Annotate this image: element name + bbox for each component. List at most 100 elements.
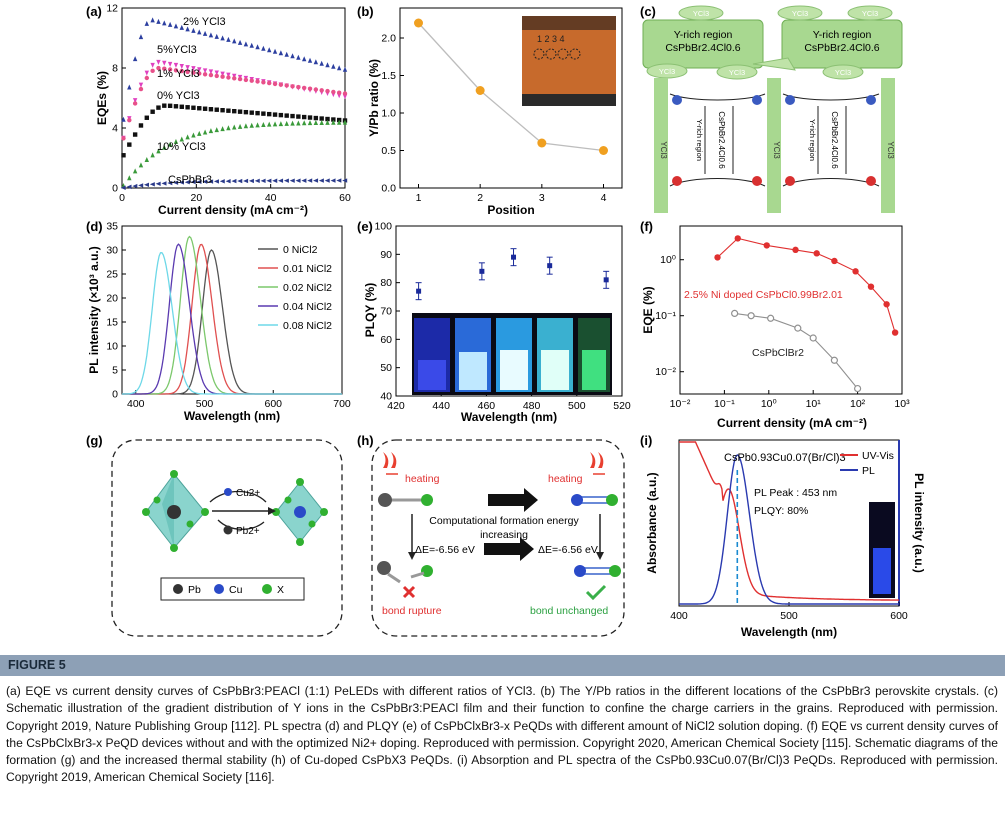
a-point-5-12 xyxy=(190,179,196,185)
figure-label-bar: FIGURE 5 xyxy=(0,655,1005,676)
b-xtick-2: 3 xyxy=(539,192,545,204)
e-ytick-5: 90 xyxy=(380,249,392,261)
a-point-0-19 xyxy=(232,38,237,44)
a-point-5-23 xyxy=(254,178,260,184)
a-point-0-21 xyxy=(243,41,249,47)
a-point-1-12 xyxy=(191,66,196,72)
legend-a-0pct: 0% YCl3 xyxy=(157,90,200,102)
panel-g-letter: (g) xyxy=(86,433,103,448)
i-series-pl xyxy=(679,454,899,605)
d-legend-3: 0.04 NiCl2 xyxy=(283,301,332,313)
a-point-0-16 xyxy=(214,33,219,39)
a-xtick-0: 0 xyxy=(119,192,125,204)
panel-e-letter: (e) xyxy=(357,219,373,234)
a-series-2 xyxy=(121,65,348,141)
a-point-5-3 xyxy=(138,183,144,188)
a-point-4-16 xyxy=(214,127,219,133)
a-point-4-9 xyxy=(173,138,179,144)
d-legend-2: 0.02 NiCl2 xyxy=(283,282,332,294)
panel-h-letter: (h) xyxy=(357,433,374,448)
panel-a-series xyxy=(120,17,348,190)
a-point-4-30 xyxy=(296,120,301,126)
f-point-0-2 xyxy=(763,242,770,249)
panel-g-legend xyxy=(160,577,305,601)
panel-c-ycl3-6: YCl3 xyxy=(835,68,851,77)
a-point-0-2 xyxy=(132,56,138,62)
f-point-1-4 xyxy=(809,334,817,342)
panel-c-ycl3-4: YCl3 xyxy=(659,67,675,76)
panel-i-series xyxy=(679,441,899,606)
e-point-3 xyxy=(547,263,553,269)
a-point-5-25 xyxy=(266,178,272,183)
a-point-2-15 xyxy=(208,72,214,78)
a-point-5-21 xyxy=(243,178,249,184)
a-point-0-0 xyxy=(121,116,126,122)
a-point-2-20 xyxy=(237,76,243,82)
b-point-1 xyxy=(475,86,485,95)
f-ytick-0: 10⁻² xyxy=(655,366,676,378)
panel-i-annotation-plqy: PLQY: 80% xyxy=(754,505,808,517)
a-point-0-13 xyxy=(197,29,202,35)
a-point-2-12 xyxy=(191,70,196,75)
legend-a-cspbbr3: CsPbBr3 xyxy=(168,174,212,186)
f-ytick-1: 10⁻¹ xyxy=(655,310,676,322)
a-point-0-33 xyxy=(313,59,319,65)
a-point-3-23 xyxy=(255,110,260,116)
panel-c-pillar-2-label: YCl3 xyxy=(772,141,781,159)
a-point-1-11 xyxy=(185,65,190,71)
panel-g-octahedron-right xyxy=(272,478,328,546)
panel-c-pillar-2 xyxy=(767,78,781,213)
panel-d-ticks: 400 500 600 700 0 5 10 15 20 25 30 35 xyxy=(106,221,351,411)
d-ytick-1: 5 xyxy=(112,365,118,377)
a-point-4-8 xyxy=(167,141,173,147)
e-xtick-5: 520 xyxy=(613,400,631,412)
a-point-5-30 xyxy=(295,178,301,183)
a-point-1-38 xyxy=(342,94,348,100)
a-point-0-11 xyxy=(185,26,190,32)
i-xtick-1: 500 xyxy=(780,610,798,622)
a-point-0-14 xyxy=(202,30,208,36)
panel-f-letter: (f) xyxy=(640,219,653,234)
a-point-2-8 xyxy=(167,67,173,72)
f-point-0-0 xyxy=(714,254,721,261)
a-point-3-22 xyxy=(249,110,254,115)
a-point-5-20 xyxy=(237,178,243,184)
a-point-2-13 xyxy=(197,71,202,76)
panel-c-ycl3-5: YCl3 xyxy=(729,68,745,77)
a-point-2-5 xyxy=(150,68,155,74)
a-point-1-16 xyxy=(214,70,219,76)
panel-h-cross-icon xyxy=(402,585,416,599)
panel-d: (d) 400 500 600 700 0 5 10 15 20 25 30 35 0 NiCl2 0.… xyxy=(86,219,351,423)
panel-c-grain-left-label: CsPbBr2.4Cl0.6 xyxy=(717,111,726,169)
a-point-2-31 xyxy=(301,85,307,91)
a-point-1-5 xyxy=(150,62,155,68)
panel-g-cu-label: Cu2+ xyxy=(236,488,260,499)
panel-b-inset-top xyxy=(522,16,616,30)
a-point-0-1 xyxy=(127,84,132,90)
a-point-5-13 xyxy=(196,179,202,185)
panel-b-xlabel: Position xyxy=(487,203,534,217)
a-point-2-28 xyxy=(284,83,289,88)
a-point-4-38 xyxy=(342,119,348,125)
panel-g-cu-dot xyxy=(224,488,232,496)
a-ytick-2: 8 xyxy=(112,63,118,75)
panel-f-xlabel: Current density (mA cm⁻²) xyxy=(717,416,867,430)
a-point-3-21 xyxy=(243,109,249,115)
a-point-2-3 xyxy=(138,86,144,92)
a-point-4-7 xyxy=(162,144,167,150)
panel-g-arrow-bottom xyxy=(217,519,265,530)
panel-a-ylabel: EQEs (%) xyxy=(95,71,109,125)
panel-g-pb-label: Pb2+ xyxy=(236,526,260,537)
a-point-1-13 xyxy=(197,67,202,73)
a-point-0-35 xyxy=(325,62,330,68)
panel-i-letter: (i) xyxy=(640,433,652,448)
panel-i-ylabel: Absorbance (a.u.) xyxy=(645,472,659,573)
panel-i-title: CsPb0.93Cu0.07(Br/Cl)3 xyxy=(724,452,846,464)
a-point-3-6 xyxy=(156,105,161,110)
a-point-2-25 xyxy=(267,80,272,86)
e-ytick-0: 40 xyxy=(380,391,392,403)
panel-e-vials xyxy=(412,313,612,395)
a-point-5-36 xyxy=(330,178,336,183)
panel-g-legend-cu-dot xyxy=(214,584,224,594)
